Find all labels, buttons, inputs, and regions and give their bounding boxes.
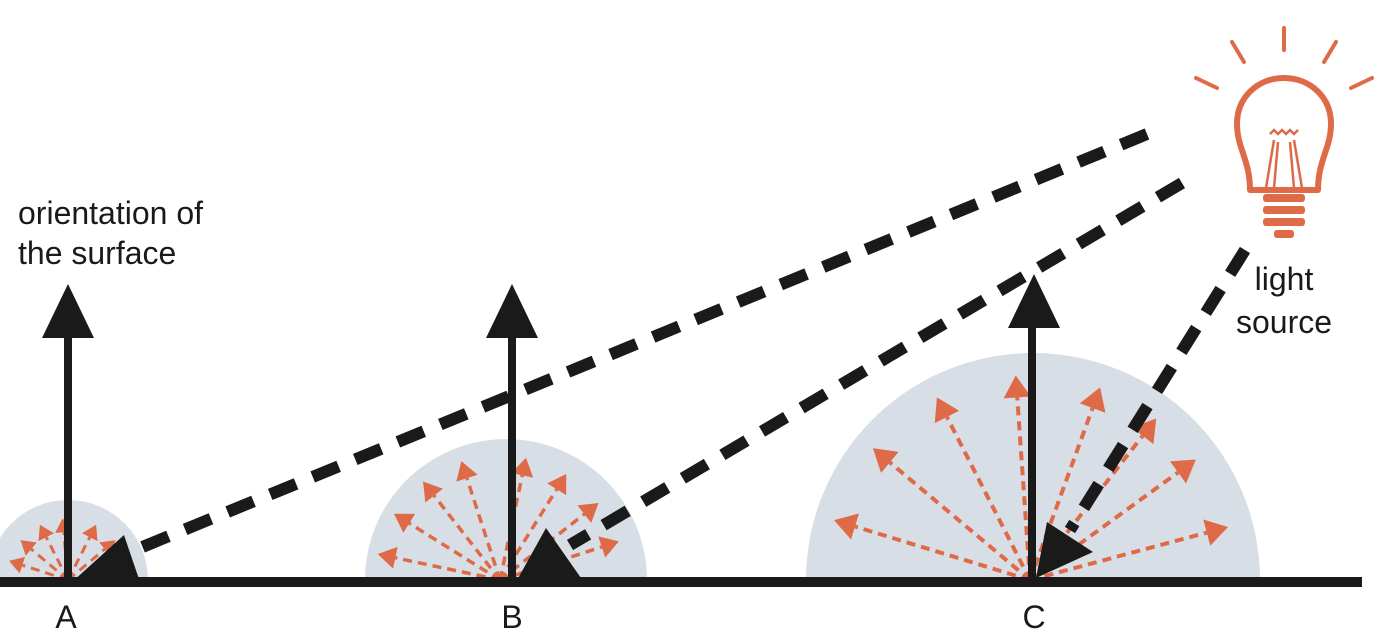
reflected-ray [1029, 530, 1208, 582]
light-bulb-icon [1194, 26, 1374, 238]
reflected-ray [888, 460, 1032, 582]
reflected-ray [30, 547, 69, 582]
reflected-ray [394, 556, 501, 582]
reflected-ray-head [393, 513, 416, 533]
reflected-ray-head [598, 536, 619, 558]
point-label-a: A [55, 599, 77, 634]
reflected-ray-head [456, 461, 478, 482]
reflected-ray-head [1079, 387, 1106, 413]
reflected-ray-head [1203, 519, 1229, 546]
reflected-ray-head [1131, 418, 1157, 445]
light-source-label-line2: source [1236, 304, 1332, 340]
reflected-ray [67, 547, 106, 582]
reflected-ray-head [934, 397, 960, 424]
point-label-c: C [1022, 599, 1045, 634]
reflected-ray [1028, 407, 1095, 581]
reflected-ray [432, 494, 502, 582]
reflected-ray [465, 477, 502, 581]
reflected-ray-head [38, 524, 54, 542]
reflected-ray-head [547, 473, 567, 496]
reflected-ray-head [577, 503, 599, 523]
reflected-ray [945, 416, 1032, 581]
reflected-ray-head [20, 540, 37, 556]
incoming-ray-c [1036, 246, 1251, 578]
light-source-label-line1: light [1255, 261, 1314, 297]
reflected-ray-head [872, 448, 899, 473]
orientation-label-line2: the surface [18, 235, 176, 271]
reflected-ray-head [82, 524, 98, 542]
reflected-ray [408, 521, 501, 582]
surface-normal-c [1008, 274, 1060, 580]
incoming-ray-a [72, 128, 1150, 582]
reflected-ray-head [1003, 375, 1031, 399]
reflected-ray-head [377, 546, 398, 569]
orientation-label-line1: orientation of [18, 195, 203, 231]
reflected-ray-head [511, 457, 534, 478]
reflected-ray-head [423, 481, 443, 503]
surface-normal-b [486, 284, 538, 580]
reflected-ray-head [833, 513, 859, 540]
surface-normal-a [42, 284, 94, 580]
reflected-ray [854, 524, 1031, 582]
reflected-ray [1015, 397, 1032, 581]
reflected-rays-c [833, 375, 1229, 582]
reflected-ray-head [1170, 459, 1196, 484]
surface-line [0, 577, 1362, 587]
incoming-ray-b [516, 177, 1186, 582]
reflected-ray-head [9, 556, 26, 574]
point-label-b: B [501, 599, 522, 634]
